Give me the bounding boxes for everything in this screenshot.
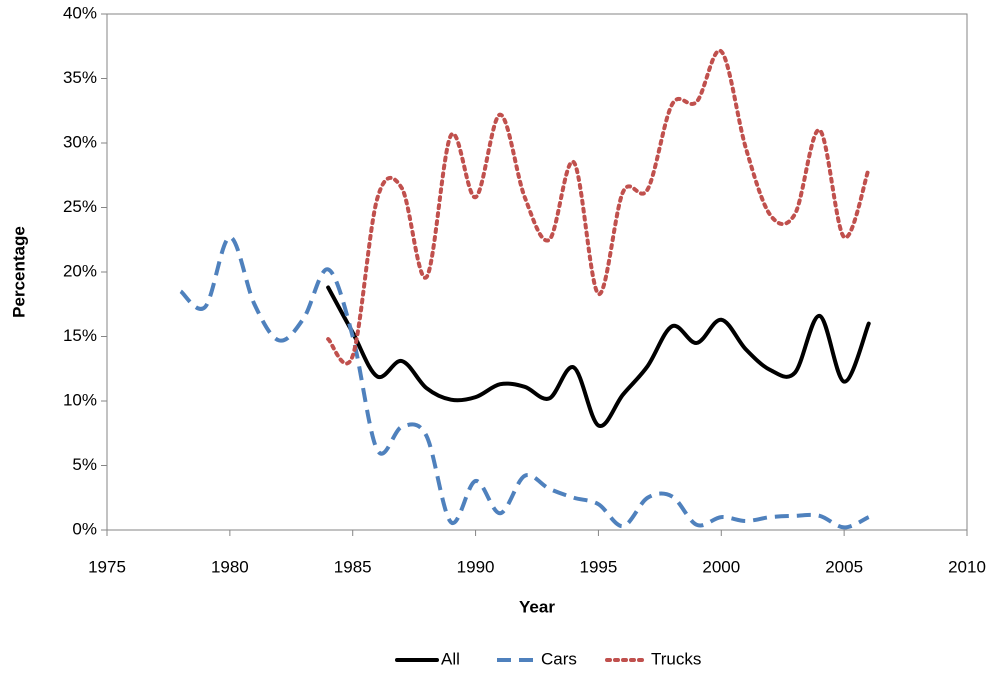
y-tick-label: 15% bbox=[63, 326, 97, 345]
plot-frame bbox=[106, 13, 968, 531]
series-line bbox=[179, 235, 870, 530]
legend-label: Trucks bbox=[651, 649, 701, 668]
y-tick-label: 20% bbox=[63, 261, 97, 280]
x-axis-title: Year bbox=[519, 597, 555, 616]
legend-label: All bbox=[441, 649, 460, 668]
x-tick-label: 1990 bbox=[457, 557, 495, 576]
series-line bbox=[326, 285, 871, 428]
legend-label: Cars bbox=[541, 649, 577, 668]
y-axis-title: Percentage bbox=[9, 226, 28, 318]
series-line bbox=[326, 48, 871, 366]
y-tick-label: 0% bbox=[72, 519, 97, 538]
x-tick-label: 2010 bbox=[948, 557, 986, 576]
x-tick-label: 1995 bbox=[580, 557, 618, 576]
y-tick-label: 25% bbox=[63, 197, 97, 216]
x-tick-label: 1985 bbox=[334, 557, 372, 576]
y-tick-label: 10% bbox=[63, 390, 97, 409]
y-tick-label: 5% bbox=[72, 455, 97, 474]
y-tick-label: 40% bbox=[63, 3, 97, 22]
y-tick-label: 35% bbox=[63, 68, 97, 87]
y-tick-label: 30% bbox=[63, 132, 97, 151]
x-tick-label: 1975 bbox=[88, 557, 126, 576]
x-tick-label: 2000 bbox=[702, 557, 740, 576]
x-tick-label: 2005 bbox=[825, 557, 863, 576]
x-tick-label: 1980 bbox=[211, 557, 249, 576]
